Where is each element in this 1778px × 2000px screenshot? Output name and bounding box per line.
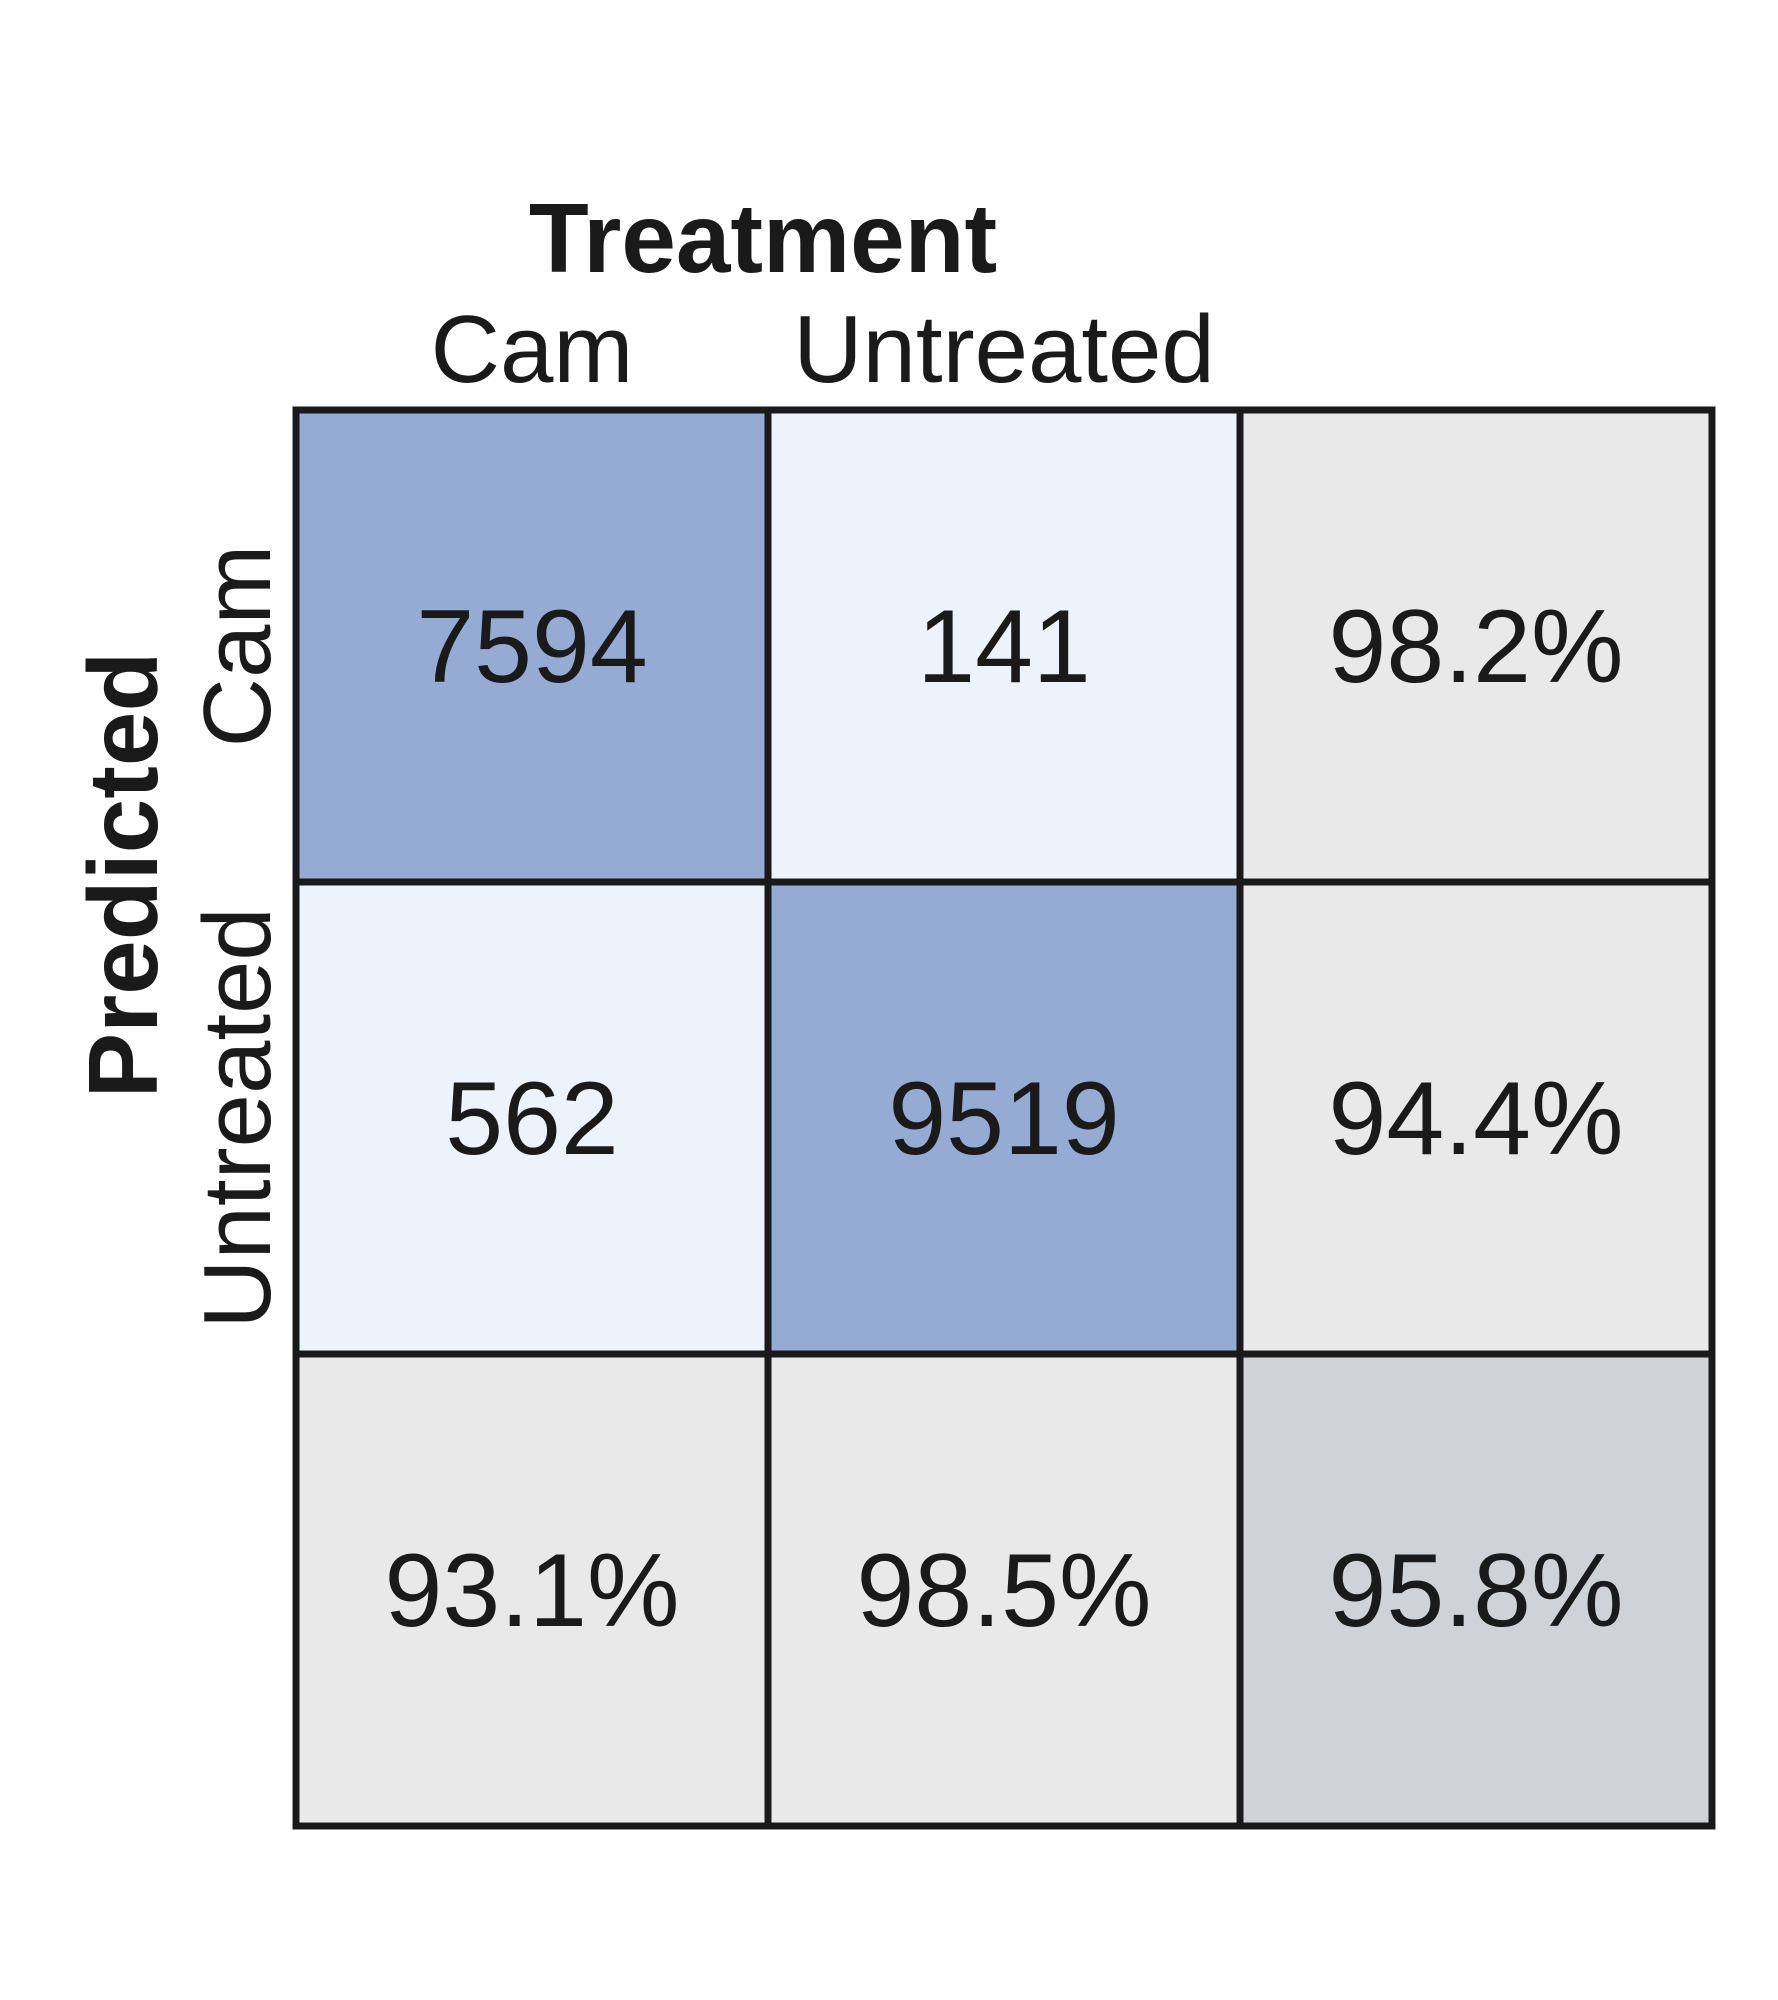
matrix-cells: 7594 141 98.2% 562 9519 94.4% 93.1% 98.5% 95.8%	[292, 406, 1716, 1830]
row-summary-1-cell	[1236, 878, 1716, 1358]
row-summary-0-cell	[1236, 406, 1716, 886]
x-tick-labels: Cam Untreated	[431, 296, 1215, 403]
x-tick-cam: Cam	[431, 296, 634, 403]
x-tick-untreated: Untreated	[793, 296, 1215, 403]
overall-accuracy-label: 95.8%	[1329, 1533, 1624, 1649]
matrix-r0-c0-label: 7594	[416, 589, 647, 705]
y-axis-title: Predicted	[68, 652, 178, 1099]
y-tick-untreated: Untreated	[184, 907, 291, 1329]
matrix-r0-c1-label: 141	[917, 589, 1091, 705]
matrix-r0-c0-cell	[292, 406, 772, 886]
column-summary-0-label: 93.1%	[385, 1533, 680, 1649]
y-tick-cam: Cam	[184, 545, 291, 748]
overall-accuracy-cell	[1236, 1350, 1716, 1830]
column-summary-1-label: 98.5%	[857, 1533, 1152, 1649]
y-tick-labels: Cam Untreated	[184, 545, 291, 1329]
matrix-r1-c0-cell	[292, 878, 772, 1358]
x-axis-title: Treatment	[529, 183, 997, 293]
column-summary-1-cell	[764, 1350, 1244, 1830]
matrix-r0-c1-cell	[764, 406, 1244, 886]
matrix-r1-c0-label: 562	[445, 1061, 619, 1177]
row-summary-0-label: 98.2%	[1329, 589, 1624, 705]
matrix-r1-c1-label: 9519	[888, 1061, 1119, 1177]
row-summary-1-label: 94.4%	[1329, 1061, 1624, 1177]
column-summary-0-cell	[292, 1350, 772, 1830]
